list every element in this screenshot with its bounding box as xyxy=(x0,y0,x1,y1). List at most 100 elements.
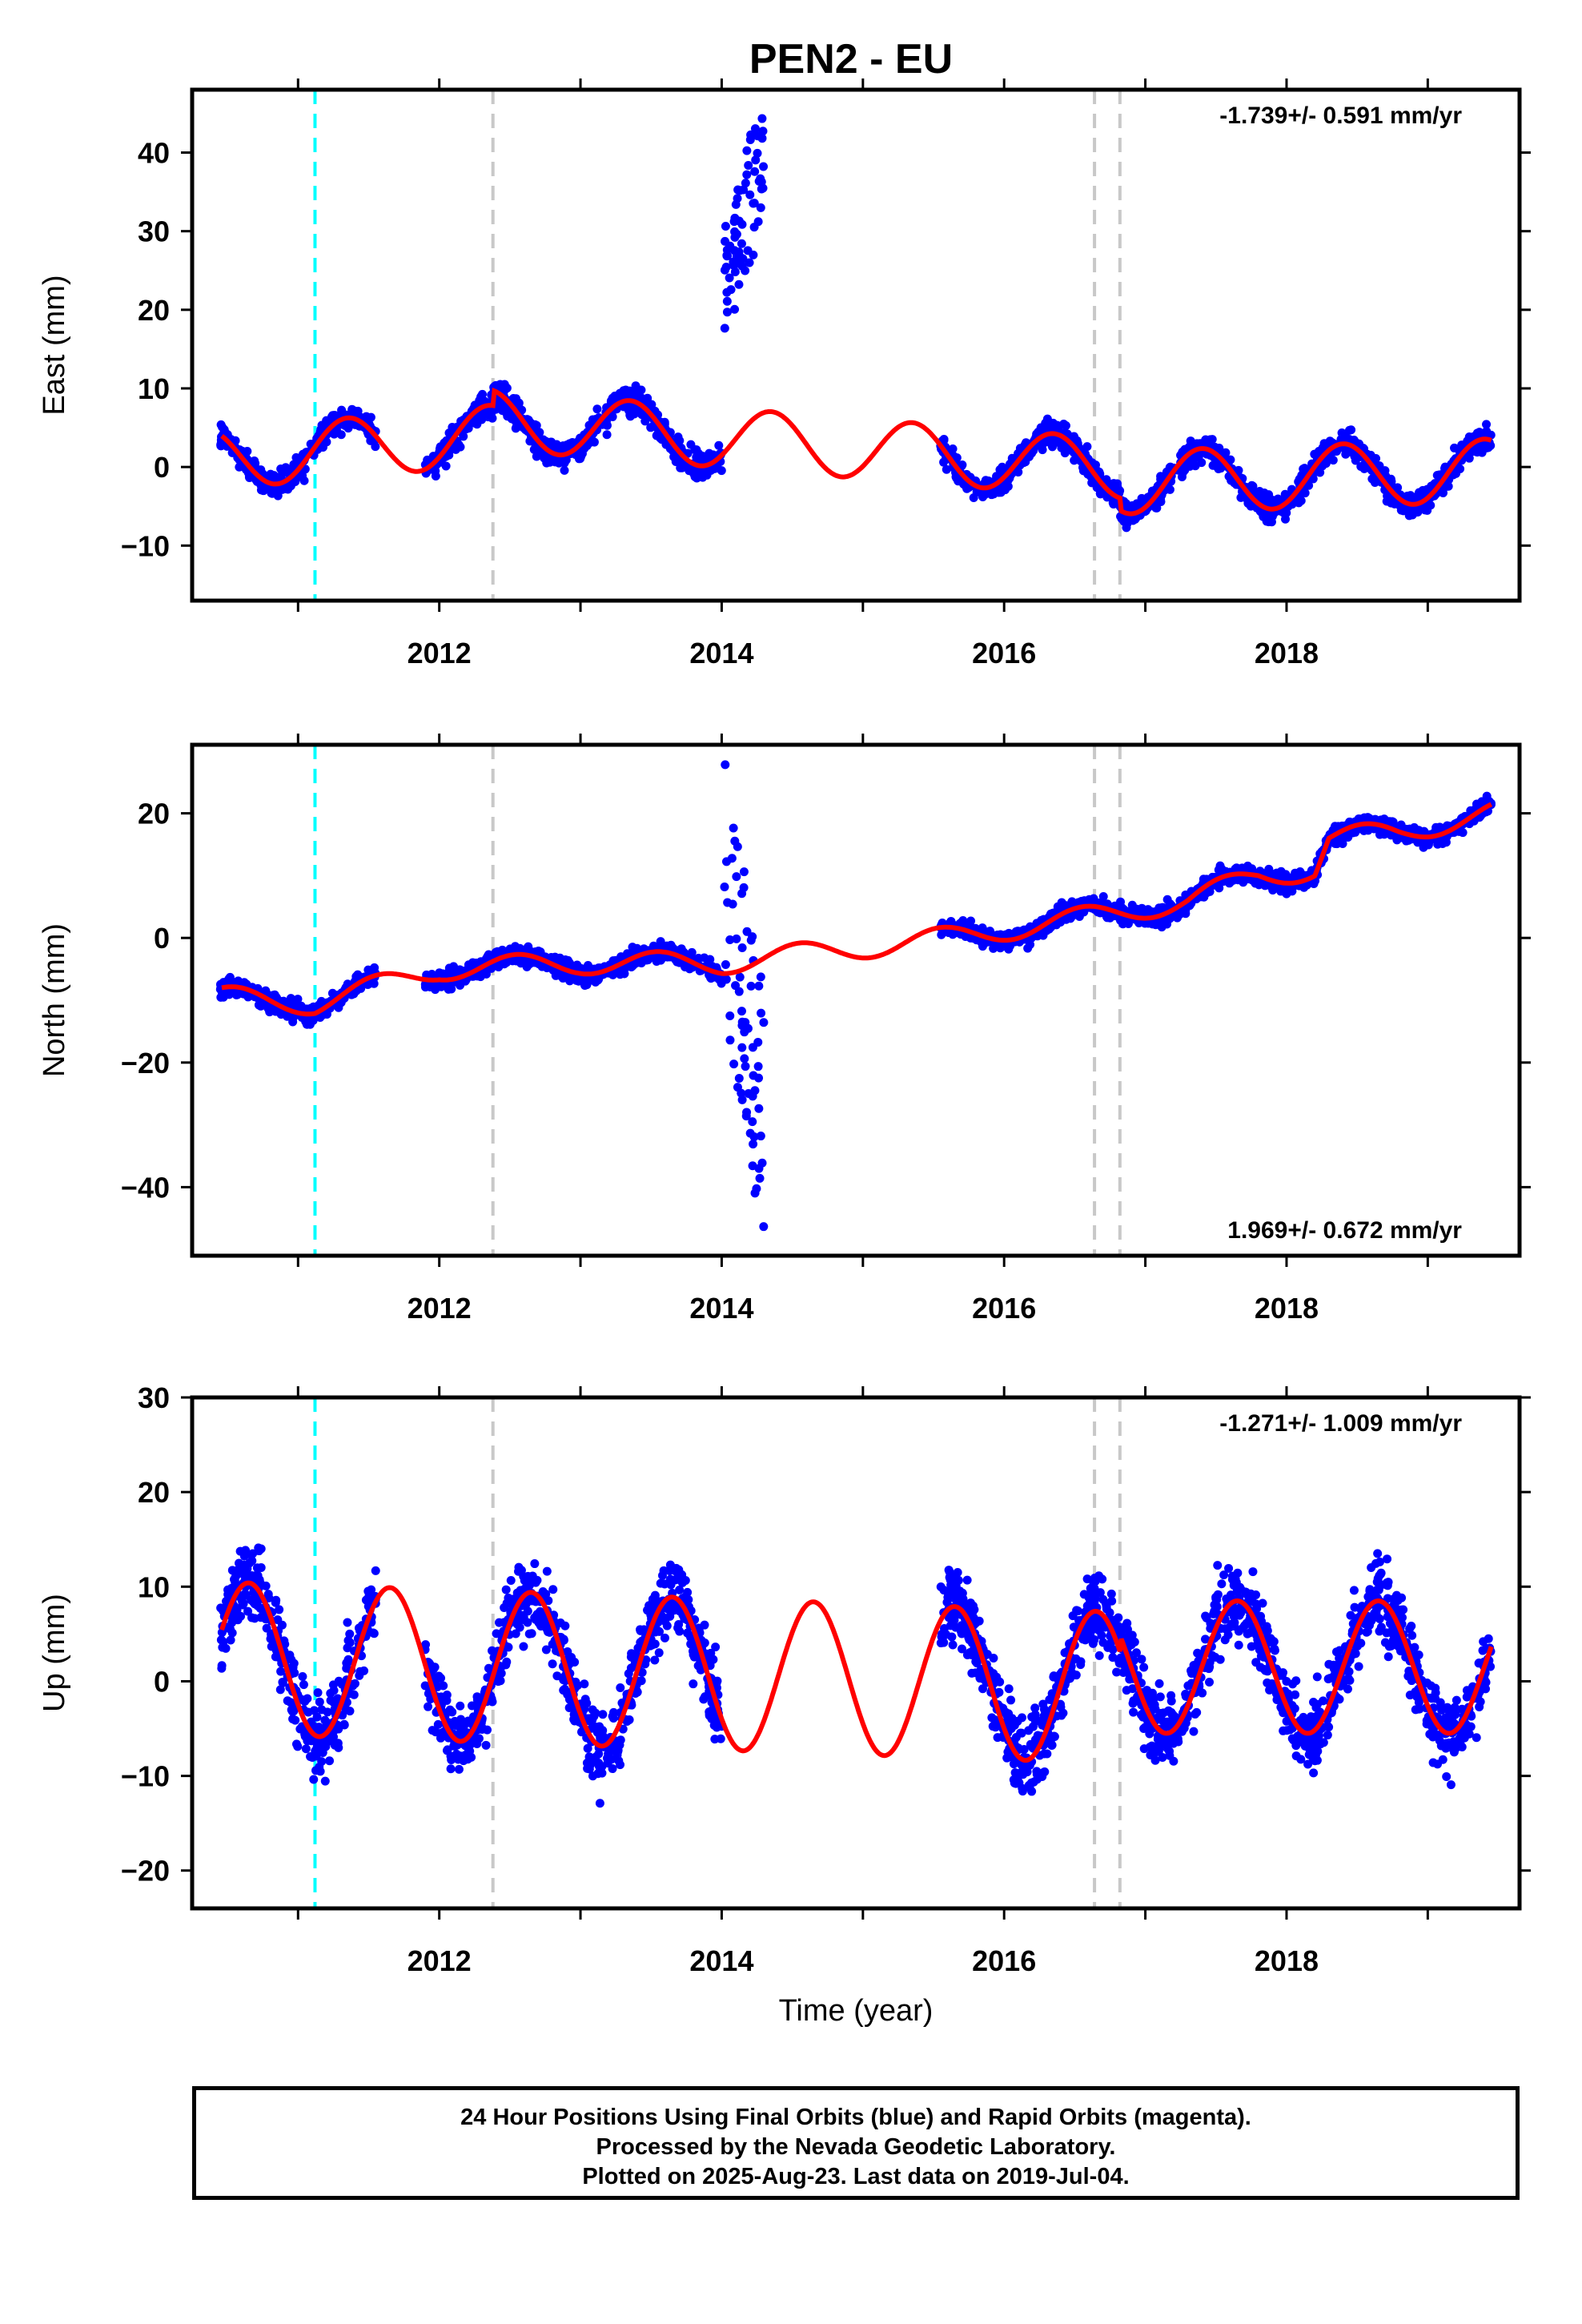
data-point-anomaly xyxy=(725,1035,735,1045)
data-point-anomaly xyxy=(739,185,749,195)
data-point xyxy=(275,1605,284,1614)
data-point xyxy=(1123,919,1133,929)
data-point xyxy=(291,452,301,462)
data-point-anomaly xyxy=(741,1062,750,1072)
data-point xyxy=(1476,441,1485,451)
data-point xyxy=(500,380,509,389)
data-point xyxy=(609,393,619,403)
data-point-anomaly xyxy=(736,258,745,267)
data-point xyxy=(540,451,550,460)
data-point xyxy=(1482,791,1492,801)
data-point-anomaly xyxy=(754,1104,764,1113)
data-point xyxy=(267,489,276,498)
data-point-anomaly xyxy=(753,1037,763,1047)
data-point-anomaly xyxy=(745,135,755,145)
data-point xyxy=(1464,453,1474,463)
data-point xyxy=(1038,931,1048,940)
data-point xyxy=(646,423,656,432)
model-fit-line xyxy=(221,802,1493,1017)
x-tick-label: 2016 xyxy=(972,637,1036,669)
data-point xyxy=(1331,838,1340,848)
data-point xyxy=(560,458,569,468)
data-point xyxy=(1235,875,1245,884)
data-point-anomaly xyxy=(740,1054,749,1063)
data-point-anomaly xyxy=(722,296,732,306)
data-point xyxy=(1359,464,1369,473)
data-point xyxy=(268,991,278,1000)
data-point-anomaly xyxy=(730,304,740,314)
data-point xyxy=(1423,505,1432,515)
data-point-anomaly xyxy=(737,1095,747,1104)
data-point xyxy=(283,466,292,476)
data-point xyxy=(328,411,338,420)
data-point xyxy=(700,953,709,963)
velocity-rate-label: -1.739+/- 0.591 mm/yr xyxy=(1219,103,1462,129)
data-point xyxy=(677,944,686,954)
data-point xyxy=(1004,944,1014,954)
data-point xyxy=(455,965,464,975)
data-point xyxy=(459,432,468,441)
data-point xyxy=(602,430,612,440)
data-point xyxy=(592,404,602,414)
data-point xyxy=(343,1618,352,1627)
data-point-anomaly xyxy=(741,266,750,275)
data-point xyxy=(1054,424,1063,434)
data-point xyxy=(236,461,246,471)
data-point-anomaly xyxy=(750,1086,760,1096)
data-point-anomaly xyxy=(721,222,730,231)
plot-area-north xyxy=(215,745,1496,1256)
data-point xyxy=(608,956,618,966)
y-tick-label: 0 xyxy=(154,451,170,484)
data-point xyxy=(430,466,440,476)
data-point-anomaly xyxy=(725,241,735,251)
data-point-anomaly xyxy=(749,223,759,232)
data-point xyxy=(576,454,585,464)
data-point xyxy=(1208,460,1218,470)
data-point xyxy=(1370,477,1379,487)
data-point xyxy=(532,452,541,461)
data-point xyxy=(1273,871,1283,881)
data-point xyxy=(1276,887,1286,896)
data-point xyxy=(217,1663,227,1673)
data-point xyxy=(560,465,569,475)
data-point xyxy=(1116,897,1126,907)
data-point xyxy=(1085,895,1094,904)
y-axis-label: North (mm) xyxy=(38,923,71,1077)
data-point-anomaly xyxy=(749,1071,758,1080)
data-point-anomaly xyxy=(737,1088,746,1098)
y-tick-label: 40 xyxy=(138,137,170,170)
y-tick-label: −20 xyxy=(121,1047,170,1080)
data-point-anomaly xyxy=(733,842,742,851)
data-point xyxy=(1403,835,1412,845)
data-point-anomaly xyxy=(759,1018,769,1027)
data-point xyxy=(620,969,629,979)
data-point-anomaly xyxy=(722,287,732,297)
data-point xyxy=(1259,512,1268,521)
data-point-anomaly xyxy=(751,155,761,165)
data-point-anomaly xyxy=(749,1132,759,1142)
data-point xyxy=(1304,480,1314,490)
data-point-anomaly xyxy=(759,162,769,171)
data-point-anomaly xyxy=(720,324,729,333)
data-point-anomaly xyxy=(757,177,766,187)
data-point xyxy=(283,1696,292,1706)
data-point-anomaly xyxy=(720,882,729,891)
data-point-anomaly xyxy=(734,1073,744,1083)
data-point xyxy=(1420,488,1430,497)
data-point xyxy=(628,959,638,969)
data-point xyxy=(1057,898,1066,907)
data-point-anomaly xyxy=(725,1011,735,1021)
data-point xyxy=(1392,834,1402,843)
data-point-anomaly xyxy=(721,760,730,770)
data-point xyxy=(656,955,665,965)
data-point xyxy=(317,420,327,430)
data-point xyxy=(1077,896,1086,906)
data-point xyxy=(492,947,502,956)
data-point xyxy=(1427,481,1436,491)
data-point-anomaly xyxy=(739,883,749,892)
data-point-anomaly xyxy=(755,1173,765,1183)
data-point-anomaly xyxy=(758,127,768,136)
data-point xyxy=(371,442,380,452)
data-point xyxy=(1062,915,1071,924)
